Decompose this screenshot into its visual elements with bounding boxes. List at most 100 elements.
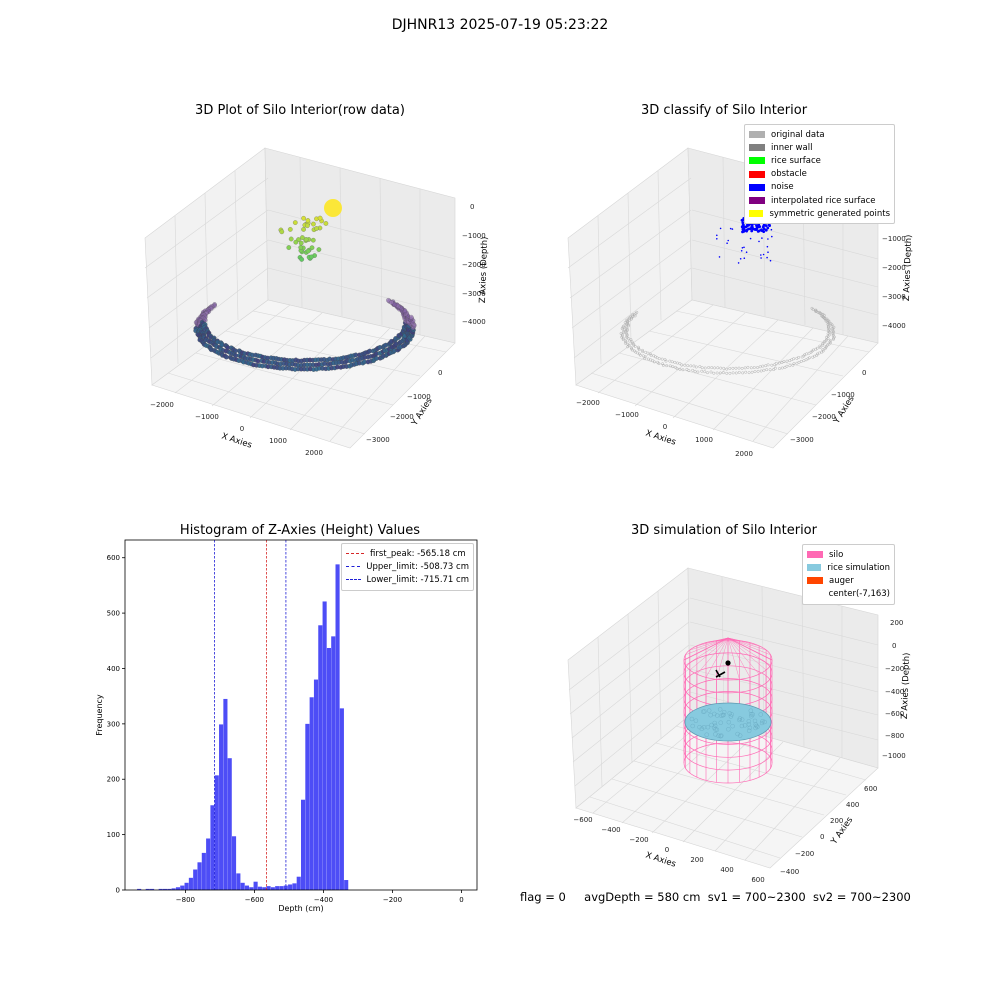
histogram-bars xyxy=(137,564,349,890)
plot4-xtick: −400 xyxy=(601,826,620,834)
legend-swatch xyxy=(749,197,765,205)
legend-item-obstacle: obstacle xyxy=(749,168,890,181)
raw-data-point xyxy=(310,237,316,243)
legend-swatch xyxy=(749,131,765,139)
noise-point xyxy=(719,227,722,230)
rice-mesh-cell xyxy=(722,710,727,715)
plot4-ztick: 200 xyxy=(890,619,903,627)
original-data-point xyxy=(813,308,817,312)
plot1-xtick: 2000 xyxy=(305,449,323,457)
raw-data-point xyxy=(293,239,299,245)
noise-point xyxy=(742,228,746,232)
noise-point xyxy=(745,228,749,232)
histogram-yticks: 0 100 200 300 400 500 600 xyxy=(107,554,125,895)
noise-point xyxy=(749,237,752,240)
raw-data-point xyxy=(317,215,323,221)
histogram-bar xyxy=(331,636,336,890)
histogram-bar xyxy=(326,647,331,890)
rice-mesh-cell xyxy=(713,727,718,732)
histogram-bar xyxy=(318,625,323,890)
original-data-point xyxy=(758,365,762,369)
histogram-bar xyxy=(288,884,293,890)
original-data-point xyxy=(747,371,751,375)
plot1-xtick: −2000 xyxy=(150,401,174,409)
legend-item-silo: silo xyxy=(807,548,890,561)
original-data-point xyxy=(756,366,759,369)
noise-point xyxy=(739,258,742,260)
original-data-point xyxy=(718,371,722,375)
rice-mesh-cell xyxy=(693,718,699,723)
silo-roof-wire xyxy=(727,637,740,680)
plot1-ztick: −4000 xyxy=(462,318,486,326)
plot2-ytick: −2000 xyxy=(812,413,836,421)
histogram-ytick-label: 300 xyxy=(107,720,120,728)
histogram-bar xyxy=(322,601,327,890)
original-data-point xyxy=(719,366,723,370)
original-data-point xyxy=(818,345,822,349)
silo-roof-wire xyxy=(727,637,760,647)
original-data-point xyxy=(626,345,630,349)
histogram-bar xyxy=(145,888,150,890)
plot1-xtick: 0 xyxy=(240,425,244,433)
rice-mesh-cell xyxy=(754,723,759,729)
plot1-xlabel: X Axies xyxy=(220,431,253,450)
original-data-point xyxy=(746,365,750,369)
original-data-point xyxy=(822,341,826,345)
histogram-legend: first_peak: -565.18 cm Upper_limit: -508… xyxy=(341,543,474,591)
histogram-bar xyxy=(257,886,262,890)
status-flag: flag = 0 xyxy=(520,890,566,904)
plot1-ztick: −2000 xyxy=(462,261,486,269)
original-data-point xyxy=(686,364,690,368)
original-data-point xyxy=(821,343,825,347)
noise-point xyxy=(750,226,753,230)
original-data-point xyxy=(678,367,682,371)
silo-roof-wire xyxy=(705,637,729,678)
original-data-point xyxy=(675,367,679,371)
plot4-ytick: −200 xyxy=(795,850,814,858)
plot1-title: 3D Plot of Silo Interior(row data) xyxy=(195,103,405,118)
noise-point xyxy=(744,225,748,229)
noise-point xyxy=(771,235,773,238)
plot4-floor-pane xyxy=(575,714,879,869)
plot4-xtick: −600 xyxy=(573,816,592,824)
rice-mesh-cell xyxy=(747,728,752,733)
rice-mesh-cell xyxy=(747,725,752,730)
histogram-ytick-label: 200 xyxy=(107,776,120,784)
original-data-point xyxy=(722,366,726,370)
original-data-point xyxy=(706,371,709,375)
plot2-zlabel: Z Axies (Depth) xyxy=(902,234,914,301)
original-data-point xyxy=(737,370,741,374)
silo-roof-wire xyxy=(716,637,729,680)
original-data-point xyxy=(715,371,719,375)
rice-mesh-cell xyxy=(735,731,740,737)
original-data-point xyxy=(818,310,822,314)
original-data-point xyxy=(687,369,691,373)
original-data-point xyxy=(756,369,760,373)
legend-item-interpolated: interpolated rice surface xyxy=(749,194,890,207)
histogram-bar xyxy=(184,882,189,890)
plot1-data-points xyxy=(193,199,417,372)
noise-point xyxy=(745,251,748,253)
plot4-xtick: 0 xyxy=(665,846,669,854)
original-data-point xyxy=(703,370,707,374)
rice-mesh-cell xyxy=(712,720,717,726)
plot1-ytick: −1000 xyxy=(407,393,431,401)
rice-mesh-cell xyxy=(721,712,726,718)
original-data-point xyxy=(792,362,796,366)
histogram-bar xyxy=(279,886,284,890)
plot4-ztick: −400 xyxy=(885,688,904,696)
rice-mesh-cell xyxy=(709,722,714,728)
noise-point xyxy=(726,242,728,244)
histogram-bar xyxy=(223,698,228,890)
rice-mesh-cell xyxy=(697,725,702,730)
plot1-ytick: 0 xyxy=(438,369,442,377)
histogram-bar xyxy=(137,888,142,890)
raw-data-point xyxy=(324,199,342,217)
original-data-point xyxy=(782,360,786,363)
histogram-vlines xyxy=(214,540,287,890)
rice-simulation-surface xyxy=(684,702,772,742)
raw-data-point xyxy=(300,235,305,240)
histogram-bar xyxy=(206,838,211,890)
original-data-point xyxy=(626,323,630,327)
noise-point xyxy=(760,254,762,256)
